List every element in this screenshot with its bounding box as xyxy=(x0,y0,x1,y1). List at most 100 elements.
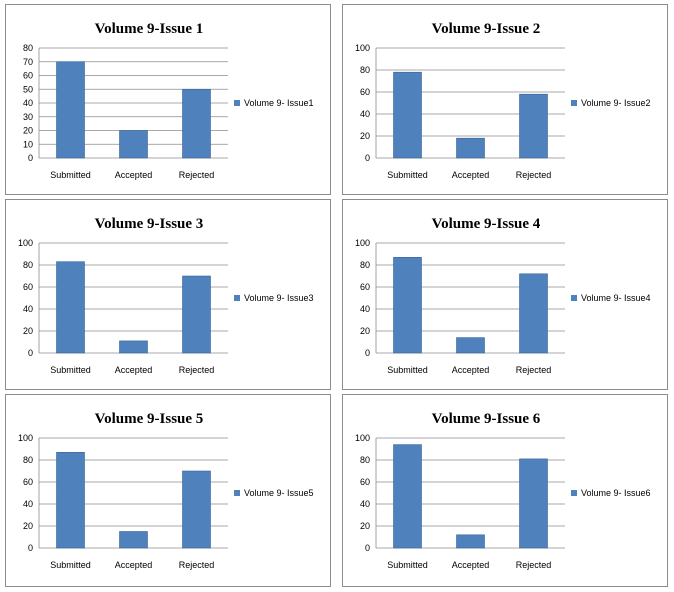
y-tick-label: 20 xyxy=(23,126,33,136)
bar-rejected xyxy=(519,458,548,549)
bar-rejected xyxy=(182,275,211,354)
y-tick-label: 70 xyxy=(23,57,33,67)
y-tick-label: 40 xyxy=(23,98,33,108)
y-tick-label: 100 xyxy=(355,433,370,443)
x-category-label: Submitted xyxy=(50,170,91,180)
legend-label: Volume 9- Issue5 xyxy=(244,488,314,498)
bar-chart: Volume 9-Issue 3 0 20 40 60 80 100 Submitted Acc… xyxy=(18,216,314,375)
chart-panel-issue-4: Volume 9-Issue 4 0 20 40 60 80 100 Submitted Acc… xyxy=(342,199,668,390)
y-tick-label: 20 xyxy=(23,326,33,336)
bar-accepted xyxy=(456,337,485,354)
y-tick-label: 0 xyxy=(365,348,370,358)
chart-title: Volume 9-Issue 4 xyxy=(432,216,541,232)
x-category-label: Rejected xyxy=(179,365,215,375)
y-tick-label: 80 xyxy=(360,65,370,75)
x-category-label: Accepted xyxy=(452,365,490,375)
legend-swatch xyxy=(234,490,240,496)
y-tick-label: 40 xyxy=(360,109,370,119)
x-category-label: Accepted xyxy=(115,365,153,375)
y-tick-label: 0 xyxy=(28,543,33,553)
x-category-label: Accepted xyxy=(452,560,490,570)
x-category-label: Accepted xyxy=(115,170,153,180)
bar-rejected xyxy=(182,88,211,159)
legend-swatch xyxy=(571,490,577,496)
y-tick-label: 60 xyxy=(23,477,33,487)
legend-swatch xyxy=(234,100,240,106)
y-tick-label: 40 xyxy=(23,304,33,314)
x-category-label: Submitted xyxy=(387,170,428,180)
bar-submitted xyxy=(393,444,422,549)
y-tick-label: 30 xyxy=(23,112,33,122)
x-category-label: Accepted xyxy=(115,560,153,570)
legend-swatch xyxy=(571,295,577,301)
chart-panel-issue-5: Volume 9-Issue 5 0 20 40 60 80 100 Submitted Acc… xyxy=(5,394,331,587)
legend-label: Volume 9- Issue3 xyxy=(244,293,314,303)
y-tick-label: 20 xyxy=(23,521,33,531)
y-tick-label: 60 xyxy=(23,71,33,81)
y-tick-label: 80 xyxy=(360,260,370,270)
x-category-label: Rejected xyxy=(179,170,215,180)
bar-chart: Volume 9-Issue 5 0 20 40 60 80 100 Submitted Acc… xyxy=(18,411,314,570)
y-tick-label: 80 xyxy=(23,260,33,270)
x-category-label: Rejected xyxy=(179,560,215,570)
y-tick-label: 60 xyxy=(360,477,370,487)
chart-panel-issue-3: Volume 9-Issue 3 0 20 40 60 80 100 Submitted Acc… xyxy=(5,199,331,390)
bar-rejected xyxy=(519,93,548,159)
y-tick-label: 60 xyxy=(23,282,33,292)
legend-label: Volume 9- Issue1 xyxy=(244,98,314,108)
x-category-label: Submitted xyxy=(387,560,428,570)
x-category-label: Submitted xyxy=(387,365,428,375)
chart-title: Volume 9-Issue 6 xyxy=(432,411,541,427)
x-category-label: Rejected xyxy=(516,365,552,375)
legend-label: Volume 9- Issue2 xyxy=(581,98,651,108)
legend-label: Volume 9- Issue4 xyxy=(581,293,651,303)
bar-accepted xyxy=(119,531,148,549)
bar-submitted xyxy=(56,451,85,549)
y-tick-label: 20 xyxy=(360,326,370,336)
y-tick-label: 0 xyxy=(365,153,370,163)
y-tick-label: 20 xyxy=(360,521,370,531)
chart-title: Volume 9-Issue 5 xyxy=(95,411,204,427)
y-tick-label: 50 xyxy=(23,84,33,94)
bar-submitted xyxy=(393,256,422,354)
x-category-label: Rejected xyxy=(516,560,552,570)
bar-rejected xyxy=(519,273,548,354)
y-tick-label: 0 xyxy=(28,153,33,163)
y-tick-label: 60 xyxy=(360,87,370,97)
x-category-label: Submitted xyxy=(50,365,91,375)
y-tick-label: 80 xyxy=(23,43,33,53)
bar-rejected xyxy=(182,470,211,549)
y-tick-label: 80 xyxy=(23,455,33,465)
bar-chart: Volume 9-Issue 1 0 10 20 30 40 50 60 70 80 Submitt… xyxy=(23,21,314,180)
x-category-label: Accepted xyxy=(452,170,490,180)
y-tick-label: 0 xyxy=(365,543,370,553)
chart-panel-issue-2: Volume 9-Issue 2 0 20 40 60 80 100 Submitted Acc… xyxy=(342,4,668,195)
y-tick-label: 40 xyxy=(360,304,370,314)
x-category-label: Submitted xyxy=(50,560,91,570)
bar-submitted xyxy=(393,71,422,159)
y-tick-label: 80 xyxy=(360,455,370,465)
bar-accepted xyxy=(119,130,148,159)
bar-chart: Volume 9-Issue 2 0 20 40 60 80 100 Submitted Acc… xyxy=(355,21,651,180)
bar-accepted xyxy=(119,340,148,354)
chart-title: Volume 9-Issue 1 xyxy=(95,21,204,37)
chart-title: Volume 9-Issue 2 xyxy=(432,21,541,37)
y-tick-label: 40 xyxy=(23,499,33,509)
chart-panel-issue-6: Volume 9-Issue 6 0 20 40 60 80 100 Submitted Acc… xyxy=(342,394,668,587)
y-tick-label: 10 xyxy=(23,139,33,149)
bar-accepted xyxy=(456,137,485,159)
y-tick-label: 40 xyxy=(360,499,370,509)
bar-submitted xyxy=(56,61,85,159)
y-tick-label: 100 xyxy=(18,433,33,443)
legend-label: Volume 9- Issue6 xyxy=(581,488,651,498)
x-category-label: Rejected xyxy=(516,170,552,180)
y-tick-label: 100 xyxy=(355,238,370,248)
bar-accepted xyxy=(456,534,485,549)
y-tick-label: 20 xyxy=(360,131,370,141)
bar-submitted xyxy=(56,261,85,354)
y-tick-label: 60 xyxy=(360,282,370,292)
bar-chart: Volume 9-Issue 6 0 20 40 60 80 100 Submitted Acc… xyxy=(355,411,651,570)
bar-chart: Volume 9-Issue 4 0 20 40 60 80 100 Submitted Acc… xyxy=(355,216,651,375)
legend-swatch xyxy=(571,100,577,106)
y-tick-label: 100 xyxy=(355,43,370,53)
